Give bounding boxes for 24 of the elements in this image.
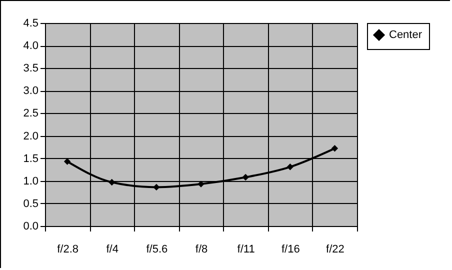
x-tick-label: f/5.6 — [146, 244, 168, 256]
y-tick-label: 0.0 — [23, 220, 38, 232]
y-tick-label: 1.0 — [23, 175, 38, 188]
point — [198, 180, 204, 188]
point — [286, 164, 294, 170]
y-tick-label: 3.0 — [23, 85, 38, 98]
x-tick-label: f/4 — [106, 244, 118, 256]
y-tick-label: 2.5 — [23, 108, 38, 120]
y-tick-label: 4.5 — [23, 18, 38, 30]
point — [331, 145, 338, 152]
y-tick-label: 2.0 — [23, 130, 38, 142]
x-tick-label: f/11 — [237, 244, 255, 256]
x-tick-label: f/2.8 — [57, 244, 78, 256]
y-tick-label: 4.0 — [23, 40, 38, 52]
y-tick-label: 0.5 — [23, 198, 38, 210]
x-tick-label: f/8 — [195, 244, 208, 256]
legend-label: Center — [389, 29, 422, 41]
point — [64, 158, 71, 165]
y-tick-label: 1.5 — [23, 152, 38, 165]
point — [153, 184, 160, 191]
x-tick-label: f/16 — [281, 244, 300, 256]
y-tick-label: 3.5 — [23, 62, 38, 75]
x-tick-label: f/22 — [326, 244, 344, 256]
point — [242, 174, 249, 181]
